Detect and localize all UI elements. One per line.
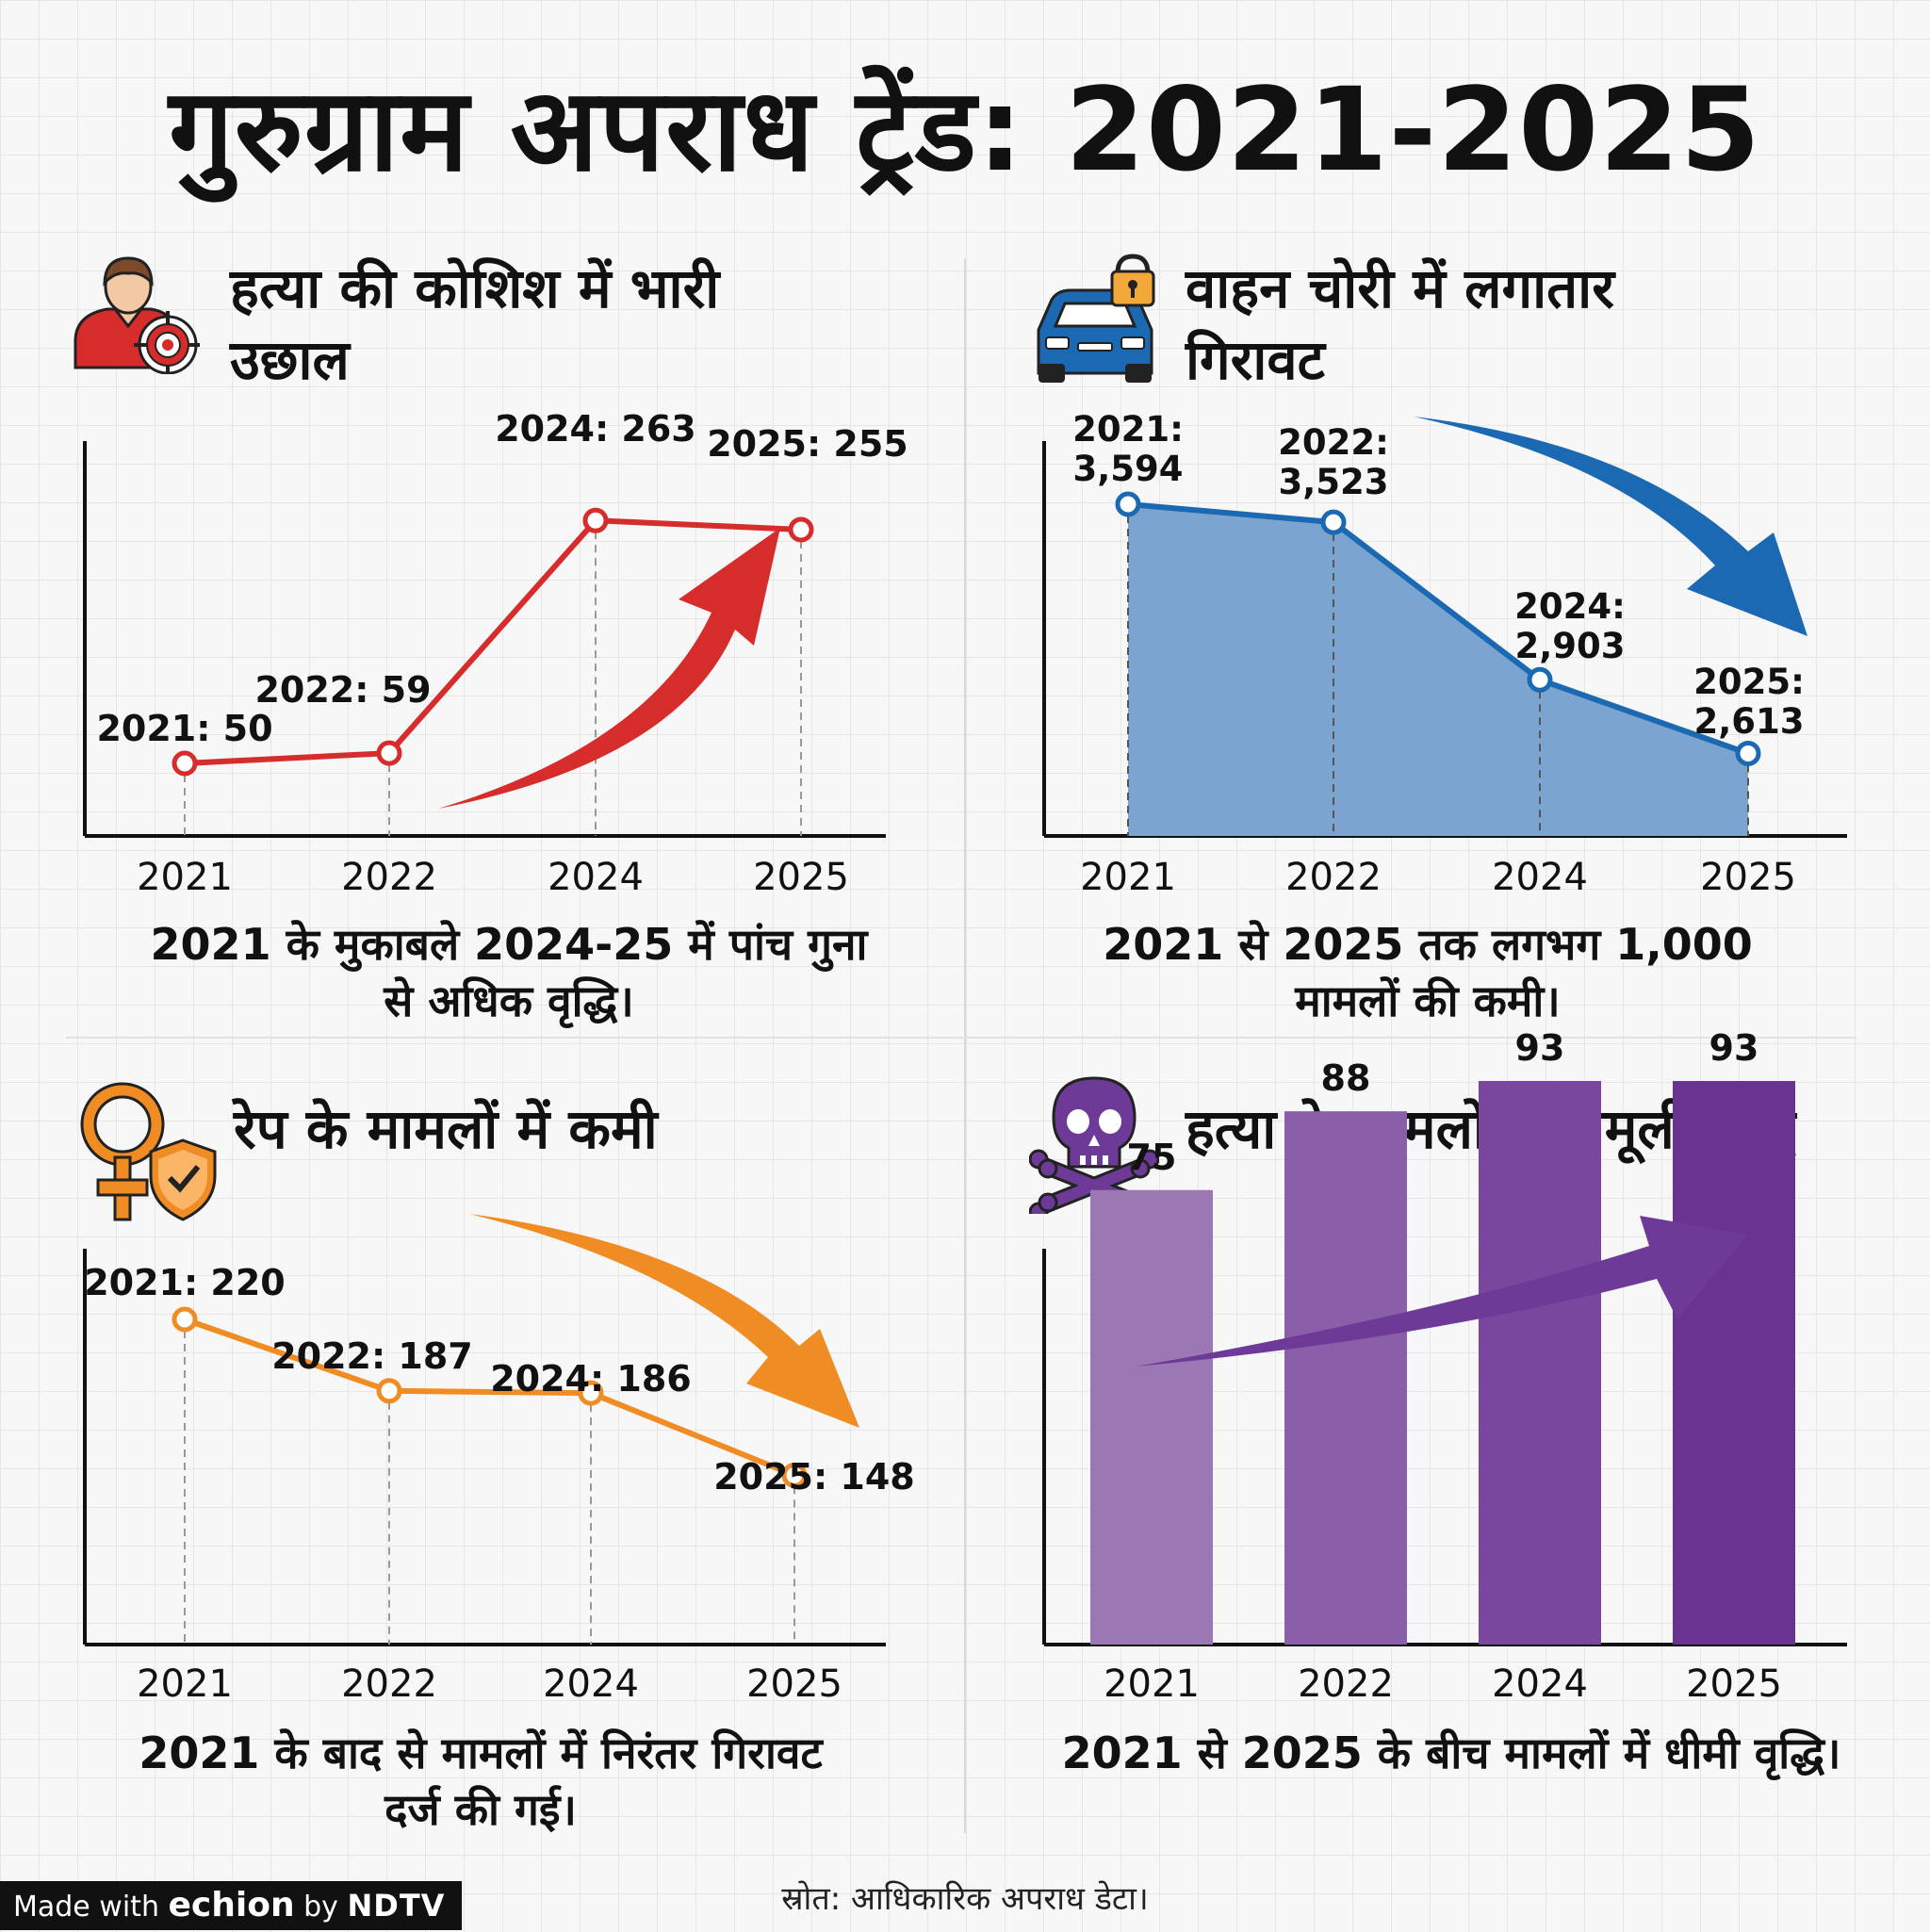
data-label-value: 3,594 xyxy=(1072,449,1183,489)
x-tick-label: 2022 xyxy=(341,1662,437,1706)
trend-arrow-down xyxy=(469,1214,859,1428)
data-label: 2024: 186 xyxy=(490,1358,692,1400)
area-fill xyxy=(1128,504,1748,836)
panel-title-attempt-murder: हत्या की कोशिश में भारी उछाल xyxy=(230,253,719,396)
bar xyxy=(1284,1111,1407,1645)
data-label-value: 2,613 xyxy=(1693,701,1804,742)
x-tick-label: 2024 xyxy=(1492,1662,1588,1706)
data-point xyxy=(172,1306,198,1333)
data-label-year: 2025: xyxy=(1693,662,1805,702)
caption-line: से अधिक वृद्धि। xyxy=(384,975,634,1026)
data-point xyxy=(1735,740,1761,766)
data-label: 2021: 50 xyxy=(96,708,272,749)
x-tick-label: 2025 xyxy=(1686,1662,1782,1706)
trend-arrow-down xyxy=(1414,417,1807,636)
data-label: 93 xyxy=(1709,1027,1759,1069)
caption-line: 2021 से 2025 के बीच मामलों में धीमी वृद्… xyxy=(1061,1727,1841,1778)
badge-brand: echion xyxy=(168,1886,295,1924)
caption-vehicle-theft: 2021 से 2025 तक लगभग 1,000 मामलों की कमी… xyxy=(1004,916,1852,1029)
data-label: 88 xyxy=(1321,1057,1371,1099)
data-label: 75 xyxy=(1127,1137,1177,1178)
source-note: स्रोत: आधिकारिक अपराध डेटा। xyxy=(781,1880,1149,1918)
x-tick-label: 2022 xyxy=(341,856,437,899)
data-point xyxy=(376,1378,402,1404)
caption-line: दर्ज की गई। xyxy=(384,1784,577,1835)
data-point xyxy=(1320,509,1347,535)
x-tick-label: 2022 xyxy=(1285,856,1382,899)
data-label: 2022: 59 xyxy=(254,669,431,711)
x-tick-label: 2024 xyxy=(548,856,644,899)
vertical-divider xyxy=(964,259,966,1833)
x-tick-label: 2025 xyxy=(746,1662,842,1706)
data-label-year: 2021: xyxy=(1072,409,1184,450)
bar xyxy=(1479,1081,1601,1645)
x-tick-label: 2021 xyxy=(1080,856,1176,899)
data-label: 2024: 263 xyxy=(495,408,696,450)
x-tick-label: 2021 xyxy=(137,1662,233,1706)
panel-title-line: हत्या की कोशिश में भारी xyxy=(230,256,720,320)
data-point xyxy=(578,1380,604,1406)
x-tick-label: 2024 xyxy=(1492,856,1588,899)
x-tick-label: 2021 xyxy=(1104,1662,1200,1706)
data-label: 2025: 148 xyxy=(713,1456,915,1498)
person-target-icon xyxy=(74,256,200,374)
caption-attempt-murder: 2021 के मुकाबले 2024-25 में पांच गुना से… xyxy=(85,916,933,1029)
panel-title-line: उछाल xyxy=(230,328,350,392)
data-label-year: 2022: xyxy=(1278,422,1389,463)
data-point xyxy=(788,516,814,543)
data-label-year: 2024: xyxy=(1514,586,1626,627)
series-line xyxy=(184,1317,796,1479)
badge-prefix: Made with xyxy=(13,1891,159,1924)
panel-title-vehicle-theft: वाहन चोरी में लगातार गिरावट xyxy=(1186,253,1614,396)
data-point xyxy=(781,1462,808,1488)
panel-title-line: वाहन चोरी में लगातार xyxy=(1186,256,1614,320)
x-tick-label: 2022 xyxy=(1298,1662,1394,1706)
caption-line: 2021 के बाद से मामलों में निरंतर गिरावट xyxy=(139,1727,823,1778)
data-point xyxy=(172,750,198,777)
caption-line: 2021 से 2025 तक लगभग 1,000 xyxy=(1103,919,1753,970)
trend-arrow-up xyxy=(438,528,780,809)
car-lock-icon xyxy=(1037,254,1155,383)
bar xyxy=(1673,1081,1795,1645)
trend-arrow-up xyxy=(1136,1216,1748,1367)
data-label: 2022: 187 xyxy=(271,1335,473,1377)
data-point xyxy=(1115,491,1141,517)
page-title: गुरुग्राम अपराध ट्रेंड: 2021-2025 xyxy=(169,63,1761,197)
data-label-value: 3,523 xyxy=(1278,462,1388,502)
badge-by: by xyxy=(303,1891,338,1924)
data-label: 93 xyxy=(1515,1027,1565,1069)
caption-line: 2021 के मुकाबले 2024-25 में पांच गुना xyxy=(150,919,868,970)
panel-title-line: गिरावट xyxy=(1186,328,1325,392)
caption-murder-cases: 2021 से 2025 के बीच मामलों में धीमी वृद्… xyxy=(999,1725,1904,1781)
x-tick-label: 2025 xyxy=(1700,856,1796,899)
horizontal-divider xyxy=(66,1037,1856,1039)
data-label: 2021: 220 xyxy=(84,1262,286,1303)
x-tick-label: 2024 xyxy=(543,1662,639,1706)
data-point xyxy=(582,507,609,533)
series-line xyxy=(1127,501,1750,757)
made-with-badge[interactable]: Made with echion by NDTV xyxy=(0,1881,462,1930)
data-label: 2025: 255 xyxy=(707,423,908,465)
caption-rape-cases: 2021 के बाद से मामलों में निरंतर गिरावट … xyxy=(57,1725,905,1838)
series-line xyxy=(184,517,802,766)
female-shield-icon xyxy=(80,1082,217,1221)
badge-ndtv-logo: NDTV xyxy=(347,1888,446,1924)
panel-title-rape-cases: रेप के मामलों में कमी xyxy=(234,1093,658,1165)
data-label-value: 2,903 xyxy=(1514,626,1625,666)
caption-line: मामलों की कमी। xyxy=(1295,975,1561,1026)
x-tick-label: 2025 xyxy=(753,856,849,899)
data-point xyxy=(1527,666,1553,693)
x-tick-label: 2021 xyxy=(137,856,233,899)
panel-title-line: रेप के मामलों में कमी xyxy=(234,1097,658,1161)
bar xyxy=(1090,1189,1213,1645)
data-point xyxy=(376,740,402,766)
